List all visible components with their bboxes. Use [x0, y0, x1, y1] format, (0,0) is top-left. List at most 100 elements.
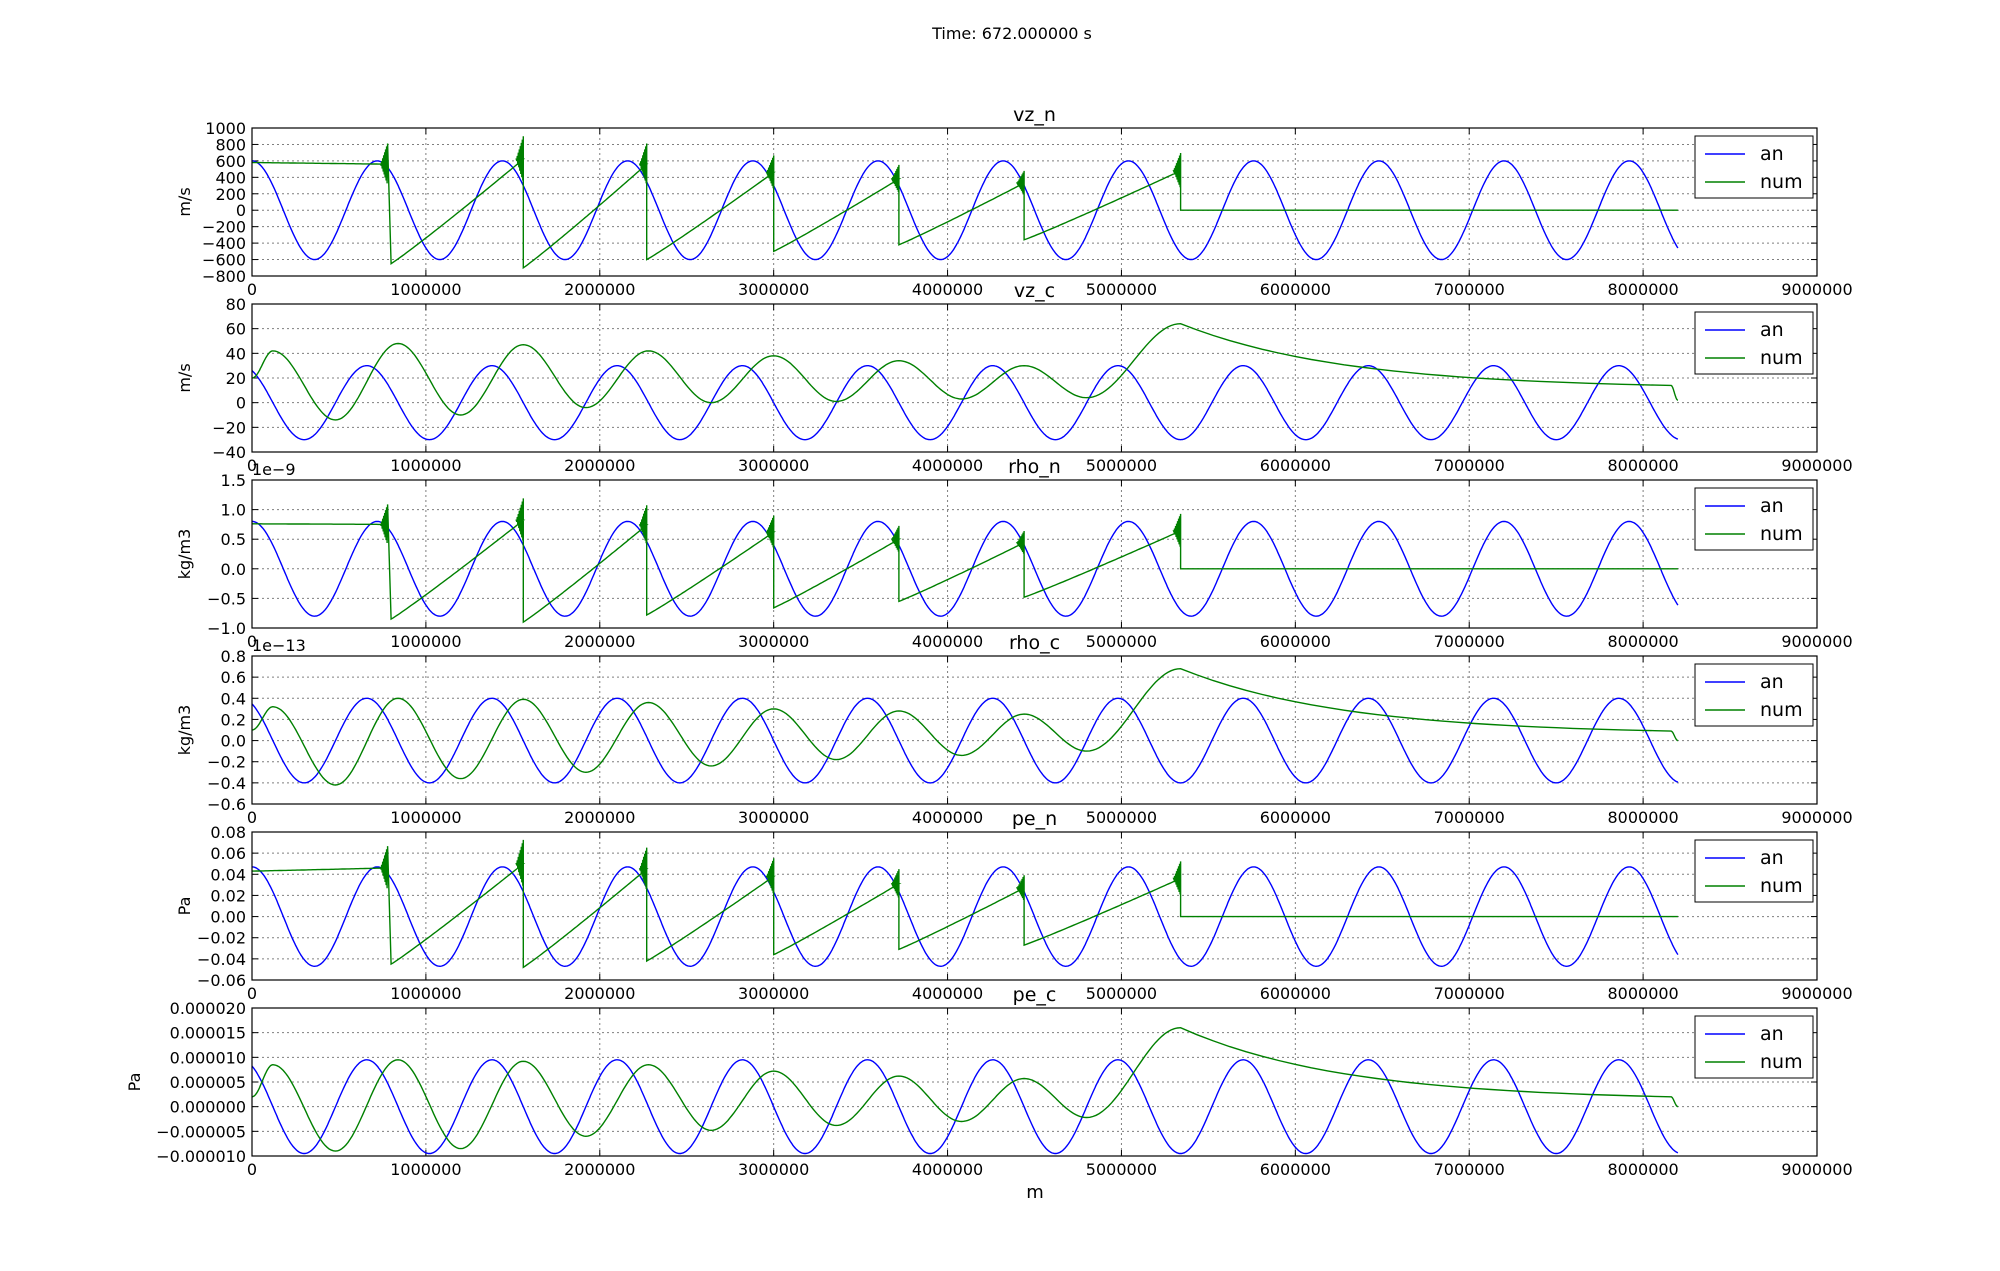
series-an-line: [252, 697, 1679, 784]
legend-label-an: an: [1760, 495, 1784, 517]
figure-suptitle: Time: 672.000000 s: [931, 24, 1092, 43]
y-tick-label: 0.6: [221, 668, 246, 687]
series-an-line: [252, 160, 1679, 261]
x-tick-label: 1000000: [390, 280, 461, 299]
x-tick-label: 9000000: [1781, 456, 1852, 475]
y-axis-label: kg/m3: [175, 705, 194, 756]
y-tick-label: 600: [215, 152, 246, 171]
y-tick-label: −200: [202, 218, 246, 237]
legend-frame: [1694, 1015, 1814, 1079]
x-tick-label: 4000000: [912, 632, 983, 651]
legend-label-num: num: [1760, 347, 1803, 369]
y-tick-label: −0.2: [207, 753, 246, 772]
x-tick-label: 2000000: [564, 280, 635, 299]
legend-frame: [1694, 311, 1814, 375]
y-tick-label: 0.000015: [170, 1024, 246, 1043]
x-tick-label: 5000000: [1086, 984, 1157, 1003]
subplot-rho-c: 0 1000000 2000000 3000000 4000000 5000000 6000…: [175, 632, 1853, 827]
subplots: 0 1000000 2000000 3000000 4000000 5000000 6000…: [125, 104, 1853, 1179]
y-tick-label: 0.02: [210, 886, 246, 905]
x-tick-label: 9000000: [1781, 632, 1852, 651]
axes-frame: [251, 479, 1818, 629]
x-tick-label: 9000000: [1781, 1160, 1852, 1179]
x-tick-label: 3000000: [738, 456, 809, 475]
y-tick-label: 0.000010: [170, 1048, 246, 1067]
x-tick-label: 6000000: [1260, 984, 1331, 1003]
y-tick-label: −20: [212, 418, 246, 437]
y-tick-label: 0.000005: [170, 1073, 246, 1092]
x-tick-label: 5000000: [1086, 1160, 1157, 1179]
x-tick-label: 8000000: [1607, 456, 1678, 475]
x-tick-label: 1000000: [390, 1160, 461, 1179]
legend-label-num: num: [1760, 699, 1803, 721]
x-tick-label: 2000000: [564, 984, 635, 1003]
series-an-line: [252, 520, 1679, 617]
axes-frame: [251, 1007, 1818, 1157]
x-tick-label: 1000000: [390, 984, 461, 1003]
legend-label-an: an: [1760, 319, 1784, 341]
x-tick-label: 0: [247, 456, 257, 475]
x-tick-label: 2000000: [564, 456, 635, 475]
y-axis-label: Pa: [125, 1073, 144, 1092]
series-an-line: [252, 1059, 1679, 1155]
x-tick-label: 5000000: [1086, 632, 1157, 651]
y-tick-label: 0.0: [221, 560, 246, 579]
y-tick-label: 800: [215, 135, 246, 154]
y-axis-label: kg/m3: [175, 529, 194, 580]
y-tick-label: 0.06: [210, 844, 246, 863]
y-tick-label: 400: [215, 168, 246, 187]
axes-frame: [251, 303, 1818, 453]
series-an-line: [252, 365, 1679, 441]
x-tick-label: 3000000: [738, 280, 809, 299]
x-tick-label: 7000000: [1434, 1160, 1505, 1179]
y-tick-label: 0: [236, 394, 246, 413]
x-tick-label: 2000000: [564, 1160, 635, 1179]
legend-frame: [1694, 663, 1814, 727]
y-tick-label: −0.02: [197, 929, 246, 948]
legend-frame: [1694, 135, 1814, 199]
y-tick-label: −0.5: [207, 589, 246, 608]
x-tick-label: 7000000: [1434, 456, 1505, 475]
x-tick-label: 3000000: [738, 632, 809, 651]
series-num-line: [252, 498, 1678, 624]
x-tick-label: 1000000: [390, 632, 461, 651]
y-tick-label: −0.000005: [156, 1122, 246, 1141]
legend: an num: [1694, 487, 1814, 551]
y-tick-label: −0.000010: [156, 1147, 246, 1166]
legend: an num: [1694, 839, 1814, 903]
legend-label-num: num: [1760, 171, 1803, 193]
subplot-title: rho_c: [1009, 632, 1060, 654]
x-tick-label: 8000000: [1607, 1160, 1678, 1179]
legend-label-an: an: [1760, 1023, 1784, 1045]
series-num-line: [252, 136, 1678, 270]
y-tick-label: −1.0: [207, 619, 246, 638]
series-num-line: [252, 322, 1679, 421]
y-tick-label: 1.0: [221, 501, 246, 520]
y-tick-label: −400: [202, 234, 246, 253]
series-an-line: [252, 866, 1679, 968]
legend-label-an: an: [1760, 143, 1784, 165]
y-tick-label: 0.08: [210, 823, 246, 842]
x-tick-label: 8000000: [1607, 984, 1678, 1003]
y-tick-label: −0.4: [207, 774, 246, 793]
y-tick-label: 0.000000: [170, 1098, 246, 1117]
y-tick-label: 20: [226, 369, 246, 388]
x-tick-label: 6000000: [1260, 280, 1331, 299]
series-num-line: [252, 667, 1679, 786]
y-tick-label: 1.5: [221, 471, 246, 490]
subplot-vz-n: 0 1000000 2000000 3000000 4000000 5000000 6000…: [175, 104, 1853, 299]
y-tick-label: 1000: [205, 119, 246, 138]
y-tick-label: 0.00: [210, 908, 246, 927]
x-tick-label: 5000000: [1086, 808, 1157, 827]
y-tick-label: −0.04: [197, 950, 246, 969]
y-axis-label: m/s: [175, 187, 194, 216]
x-tick-label: 3000000: [738, 808, 809, 827]
x-tick-label: 8000000: [1607, 632, 1678, 651]
x-tick-label: 6000000: [1260, 456, 1331, 475]
figure-xlabel: m: [1026, 1182, 1044, 1203]
x-tick-label: 2000000: [564, 632, 635, 651]
y-tick-label: −40: [212, 443, 246, 462]
y-tick-label: −0.6: [207, 795, 246, 814]
x-tick-label: 4000000: [912, 808, 983, 827]
